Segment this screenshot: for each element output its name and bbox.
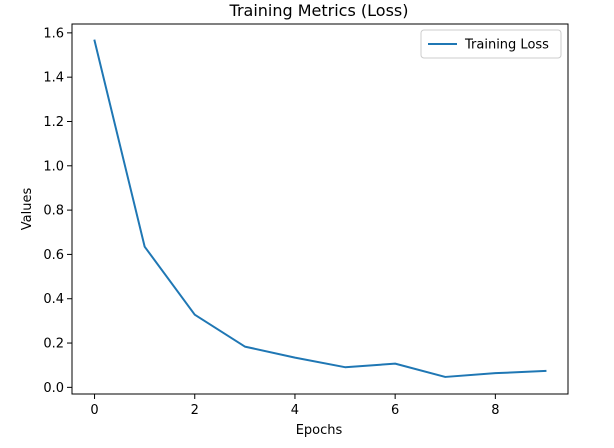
y-tick-label: 0.0 (43, 381, 64, 396)
y-tick-label: 1.2 (43, 115, 64, 130)
x-tick-label: 6 (391, 403, 399, 418)
chart-title: Training Metrics (Loss) (229, 1, 409, 20)
legend-box (420, 29, 562, 59)
x-tick-label: 8 (491, 403, 499, 418)
y-tick-label: 0.2 (43, 337, 64, 352)
series-line-training-loss (93, 39, 547, 378)
legend: Training Loss (420, 29, 562, 59)
x-axis-label: Epochs (296, 423, 343, 438)
y-tick-label: 1.4 (43, 71, 64, 86)
y-tick-label: 1.0 (43, 159, 64, 174)
x-tick-label: 4 (291, 403, 299, 418)
axes-frame (71, 23, 569, 395)
y-axis-label: Values (20, 188, 35, 231)
y-tick-label: 0.4 (43, 292, 64, 307)
legend-label-training-loss: Training Loss (464, 38, 549, 53)
x-tick-label: 2 (191, 403, 199, 418)
x-tick-label: 0 (90, 403, 98, 418)
y-tick-label: 0.8 (43, 204, 64, 219)
plot-area: 0 2 4 6 8 0.0 0.2 0.4 0.6 0.8 1.0 1.2 1.4 1.6 (43, 26, 547, 418)
y-tick-label: 0.6 (43, 248, 64, 263)
y-tick-label: 1.6 (43, 26, 64, 41)
